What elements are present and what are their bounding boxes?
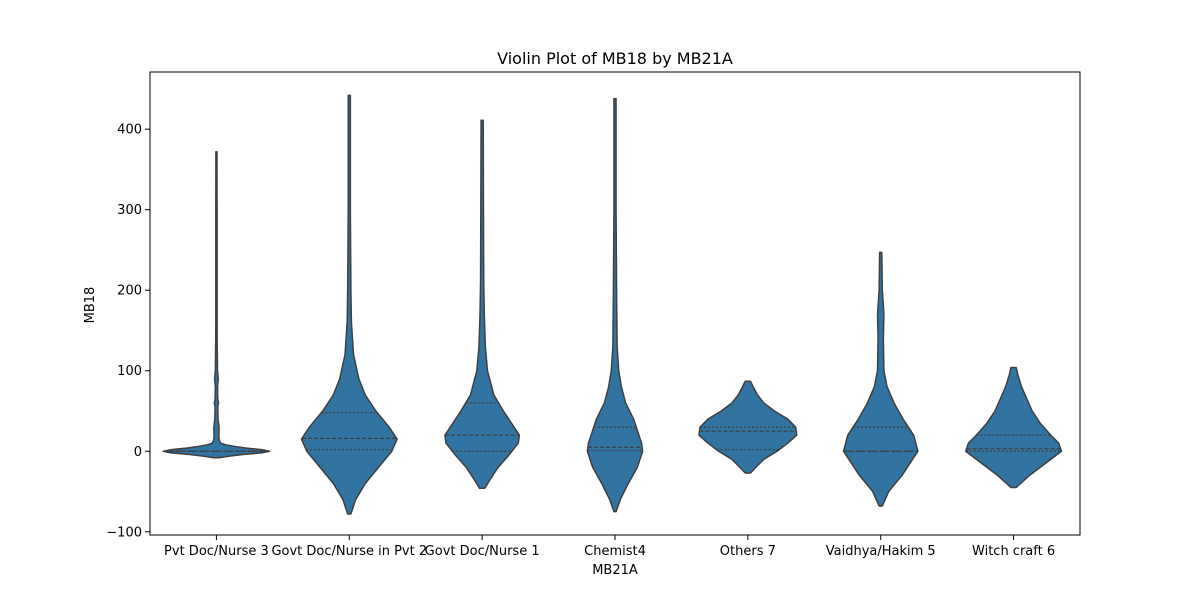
violin-vaidhya-hakim-5 — [842, 251, 919, 507]
y-axis: −100 0 100 200 300 400 — [106, 123, 150, 540]
violin-pvt-doc-nurse-3 — [162, 150, 271, 459]
violin-body — [586, 97, 644, 513]
violin-govt-doc-nurse-1 — [444, 119, 521, 490]
x-axis: Pvt Doc/Nurse 3 Govt Doc/Nurse in Pvt 2Go… — [164, 535, 1055, 559]
violin-body — [162, 150, 271, 459]
violin-body — [698, 380, 798, 474]
violin-layer — [162, 94, 1063, 515]
violin-body — [444, 119, 521, 490]
violin-govt-doc-nurse-in-pvt-2 — [300, 94, 398, 515]
chart-title: Violin Plot of MB18 by MB21A — [497, 49, 733, 68]
violin-witch-craft-6 — [964, 366, 1063, 489]
violin-body — [964, 366, 1063, 489]
x-tick-label: Pvt Doc/Nurse 3 — [164, 544, 269, 559]
y-tick-label: 100 — [117, 364, 142, 379]
x-tick-label: Govt Doc/Nurse 1 — [425, 544, 540, 559]
x-tick-label: Govt Doc/Nurse in Pvt 2 — [271, 544, 427, 559]
violin-others-7 — [698, 380, 798, 474]
violin-body — [300, 94, 398, 515]
violin-body — [842, 251, 919, 507]
x-tick-label: Chemist4 — [584, 544, 646, 559]
y-tick-label: 300 — [117, 203, 142, 218]
y-axis-label: MB18 — [83, 287, 98, 324]
x-axis-label: MB21A — [592, 563, 638, 578]
x-tick-label: Others 7 — [720, 544, 776, 559]
y-tick-label: −100 — [106, 525, 142, 540]
x-tick-label: Vaidhya/Hakim 5 — [826, 544, 936, 559]
y-tick-label: 0 — [134, 445, 142, 460]
x-tick-label: Witch craft 6 — [972, 544, 1055, 559]
y-tick-label: 200 — [117, 284, 142, 299]
violin-chemist4 — [586, 97, 644, 513]
y-tick-label: 400 — [117, 123, 142, 138]
